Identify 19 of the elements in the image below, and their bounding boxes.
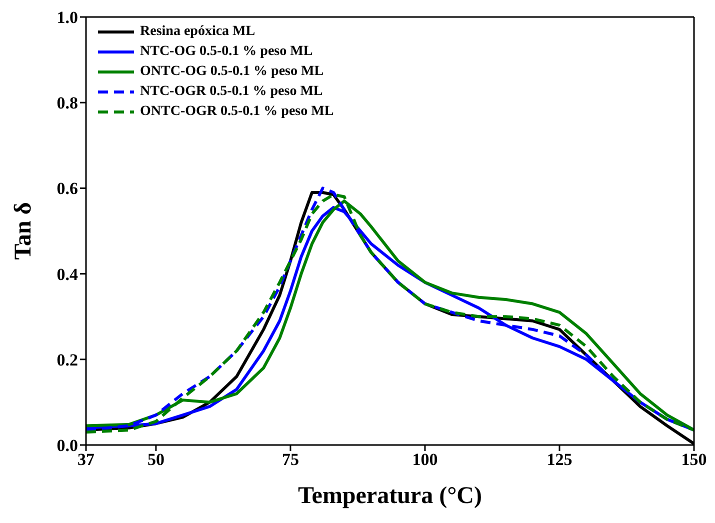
legend-label: NTC-OGR 0.5-0.1 % peso ML xyxy=(140,83,323,101)
legend-label: ONTC-OGR 0.5-0.1 % peso ML xyxy=(140,103,334,121)
y-tick-label: 0.6 xyxy=(56,179,78,198)
y-tick-label: 0.0 xyxy=(56,436,78,456)
x-tick-label: 37 xyxy=(78,450,95,470)
legend-label: Resina epóxica ML xyxy=(140,23,256,41)
y-tick-label: 0.4 xyxy=(56,264,78,284)
y-tick-label: 0.2 xyxy=(56,350,78,370)
y-axis-title: Tan δ xyxy=(10,202,37,260)
y-tick-label: 1.0 xyxy=(56,8,78,28)
legend-label: NTC-OG 0.5-0.1 % peso ML xyxy=(140,43,313,61)
legend-label: ONTC-OG 0.5-0.1 % peso ML xyxy=(140,63,324,81)
x-tick-label: 125 xyxy=(546,450,572,470)
x-axis-title: Temperatura (°C) xyxy=(298,483,482,509)
x-tick-label: 50 xyxy=(147,450,164,470)
x-tick-label: 75 xyxy=(282,450,299,470)
y-tick-label: 0.8 xyxy=(56,94,78,113)
x-tick-label: 150 xyxy=(681,450,707,470)
x-tick-label: 100 xyxy=(412,450,438,470)
